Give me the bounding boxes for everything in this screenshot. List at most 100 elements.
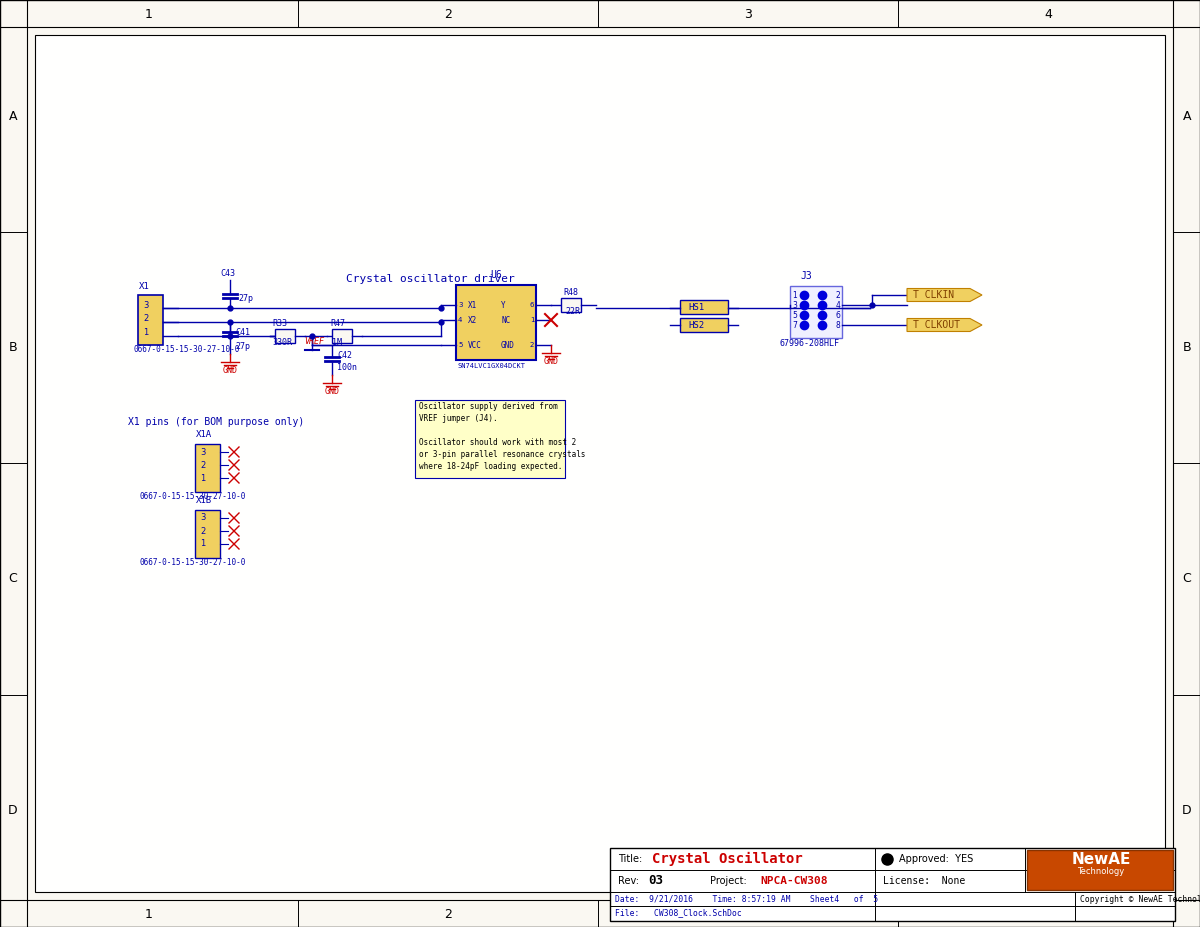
Polygon shape [907, 288, 982, 301]
Text: 2: 2 [530, 342, 534, 348]
Text: Approved:  YES: Approved: YES [899, 854, 973, 864]
Text: 2: 2 [444, 7, 452, 20]
Text: File:   CW308_Clock.SchDoc: File: CW308_Clock.SchDoc [616, 908, 742, 918]
Text: 3: 3 [744, 908, 752, 921]
Text: 7: 7 [792, 321, 797, 329]
Bar [680, 318, 728, 332]
Bar [1027, 850, 1174, 890]
Text: 3: 3 [200, 448, 205, 456]
Text: J3: J3 [800, 271, 811, 281]
Text: 2: 2 [836, 290, 841, 299]
Bar [456, 285, 536, 360]
Text: A: A [8, 109, 17, 122]
Text: 4: 4 [1044, 7, 1052, 20]
Text: 27p: 27p [238, 294, 253, 302]
Text: 1: 1 [200, 540, 205, 549]
Text: 3: 3 [200, 514, 205, 523]
Text: 2: 2 [444, 908, 452, 921]
Text: 1: 1 [145, 7, 152, 20]
Text: B: B [8, 340, 17, 353]
Text: 0667-0-15-15-30-27-10-0: 0667-0-15-15-30-27-10-0 [140, 558, 246, 567]
Text: 67996-208HLF: 67996-208HLF [780, 339, 840, 348]
Text: C43: C43 [221, 269, 235, 278]
Text: 2: 2 [143, 313, 149, 323]
Text: 0667-0-15-15-30-27-10-0: 0667-0-15-15-30-27-10-0 [133, 345, 239, 354]
Text: SN74LVC1GX04DCKT: SN74LVC1GX04DCKT [458, 363, 526, 369]
Text: Oscillator should work with most 2: Oscillator should work with most 2 [419, 438, 576, 447]
Text: GND: GND [544, 357, 558, 366]
Text: C42: C42 [337, 350, 352, 360]
Text: GND: GND [324, 387, 340, 396]
Text: HS2: HS2 [688, 321, 704, 329]
Text: T CLKIN: T CLKIN [913, 290, 954, 300]
Text: C: C [1183, 573, 1192, 586]
Text: Copyright © NewAE Technology Inc.    NewAE.com: Copyright © NewAE Technology Inc. NewAE.… [1080, 895, 1200, 904]
Text: D: D [8, 805, 18, 818]
Text: 03: 03 [648, 874, 662, 887]
Text: D: D [1182, 805, 1192, 818]
Text: HS1: HS1 [688, 302, 704, 311]
Text: 22R: 22R [565, 307, 580, 316]
Text: B: B [1183, 340, 1192, 353]
Text: Oscillator supply derived from: Oscillator supply derived from [419, 401, 558, 411]
Text: 8: 8 [836, 321, 841, 329]
Text: 5: 5 [792, 311, 797, 320]
Text: NewAE: NewAE [1072, 852, 1130, 867]
Text: License:  None: License: None [883, 876, 965, 886]
Text: NPCA-CW308: NPCA-CW308 [760, 876, 828, 886]
Text: or 3-pin parallel resonance crystals: or 3-pin parallel resonance crystals [419, 450, 586, 459]
Text: VREF: VREF [304, 337, 324, 346]
Bar [332, 329, 352, 343]
Text: 3: 3 [143, 300, 149, 310]
Text: R47: R47 [330, 319, 346, 328]
Text: Rev:: Rev: [618, 876, 646, 886]
Text: 1: 1 [200, 474, 205, 482]
Text: Project:: Project: [710, 876, 754, 886]
Text: Crystal Oscillator: Crystal Oscillator [652, 852, 803, 866]
Polygon shape [907, 319, 982, 332]
Text: 4: 4 [836, 300, 841, 310]
Text: Title:: Title: [618, 854, 648, 864]
Text: 0667-0-15-15-30-27-10-0: 0667-0-15-15-30-27-10-0 [140, 492, 246, 501]
Text: 4: 4 [1044, 908, 1052, 921]
Bar [680, 300, 728, 314]
Text: C41: C41 [235, 327, 250, 337]
Text: T CLKOUT: T CLKOUT [913, 320, 960, 330]
Text: 1M: 1M [332, 338, 342, 347]
Text: VREF jumper (J4).: VREF jumper (J4). [419, 413, 498, 423]
Bar [194, 510, 220, 558]
Text: VCC: VCC [468, 340, 482, 349]
Bar [275, 329, 295, 343]
Text: X1 pins (for BOM purpose only): X1 pins (for BOM purpose only) [128, 417, 305, 427]
Text: where 18-24pF loading expected.: where 18-24pF loading expected. [419, 462, 563, 471]
Text: R33: R33 [272, 319, 287, 328]
Text: X2: X2 [468, 315, 478, 324]
Text: 1: 1 [143, 327, 149, 337]
Text: X1: X1 [468, 300, 478, 310]
Text: A: A [1183, 109, 1192, 122]
Text: 1: 1 [530, 317, 534, 323]
Text: X1B: X1B [196, 496, 212, 505]
Text: 100n: 100n [337, 362, 358, 372]
Text: 330R: 330R [272, 338, 292, 347]
Text: Date:  9/21/2016    Time: 8:57:19 AM    Sheet4   of  5: Date: 9/21/2016 Time: 8:57:19 AM Sheet4 … [616, 895, 878, 904]
Bar [562, 298, 581, 312]
Bar [194, 444, 220, 492]
Text: 3: 3 [744, 7, 752, 20]
Text: NC: NC [502, 315, 510, 324]
Text: GND: GND [502, 340, 515, 349]
Text: U6: U6 [490, 270, 502, 280]
Bar [415, 400, 565, 478]
Text: R48: R48 [563, 288, 578, 297]
Text: 1: 1 [145, 908, 152, 921]
Text: 27p: 27p [235, 341, 250, 350]
Text: 3: 3 [458, 302, 462, 308]
Text: 4: 4 [458, 317, 462, 323]
Text: 6: 6 [836, 311, 841, 320]
Text: 5: 5 [458, 342, 462, 348]
Bar [138, 295, 163, 345]
Text: 3: 3 [792, 300, 797, 310]
Bar [790, 286, 842, 338]
Text: 1: 1 [792, 290, 797, 299]
Text: C: C [8, 573, 17, 586]
